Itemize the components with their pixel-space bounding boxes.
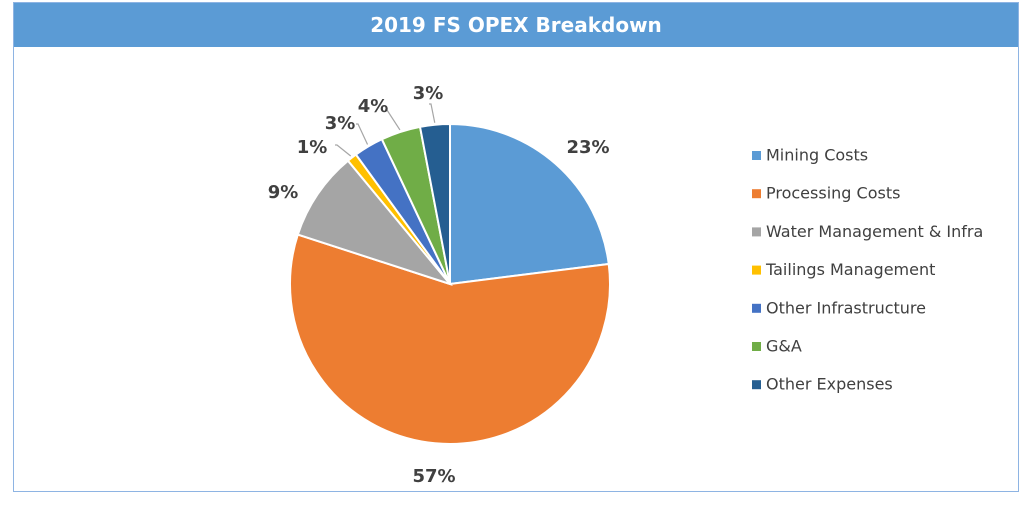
legend-label-2: Processing Costs (766, 184, 900, 203)
legend-swatch-4 (752, 265, 761, 275)
legend-swatch-1 (752, 151, 761, 160)
legend-label-5: Other Infrastructure (766, 298, 926, 317)
legend-item-4: Tailings Management (752, 260, 935, 279)
legend-label-7: Other Expenses (766, 375, 893, 394)
leader-line-7 (429, 103, 436, 123)
leader-line-5 (356, 123, 369, 145)
pie-slice-1 (449, 122, 610, 286)
chart-title-bar: 2019 FS OPEX Breakdown (14, 3, 1018, 47)
leader-line-4 (335, 144, 352, 157)
data-label-5: 3% (325, 113, 356, 134)
legend-item-7: Other Expenses (752, 375, 893, 394)
legend-swatch-3 (752, 227, 761, 237)
pie-slice-7 (418, 122, 451, 285)
data-label-1: 23% (566, 137, 609, 158)
legend-swatch-7 (752, 380, 761, 390)
legend: Mining Costs Processing Costs Water Manage… (752, 146, 983, 394)
data-label-4: 1% (297, 137, 328, 158)
legend-item-2: Processing Costs (752, 184, 900, 203)
legend-item-1: Mining Costs (752, 146, 868, 165)
legend-label-3: Water Management & Infra (766, 222, 983, 241)
legend-swatch-5 (752, 303, 761, 313)
pie-slice-2 (289, 233, 611, 445)
leader-line-6 (385, 109, 401, 131)
legend-label-4: Tailings Management (765, 260, 935, 279)
data-label-7: 3% (413, 83, 444, 104)
data-label-2: 57% (412, 466, 455, 487)
legend-swatch-6 (752, 342, 761, 351)
pie-slice-3 (296, 159, 453, 287)
data-label-3: 9% (268, 182, 299, 203)
legend-swatch-2 (752, 189, 761, 199)
chart-title: 2019 FS OPEX Breakdown (370, 13, 662, 37)
legend-item-6: G&A (752, 337, 802, 356)
data-label-6: 4% (358, 96, 389, 117)
legend-item-3: Water Management & Infra (752, 222, 983, 241)
legend-label-6: G&A (766, 337, 802, 356)
legend-item-5: Other Infrastructure (752, 298, 926, 317)
legend-label-1: Mining Costs (766, 146, 868, 165)
